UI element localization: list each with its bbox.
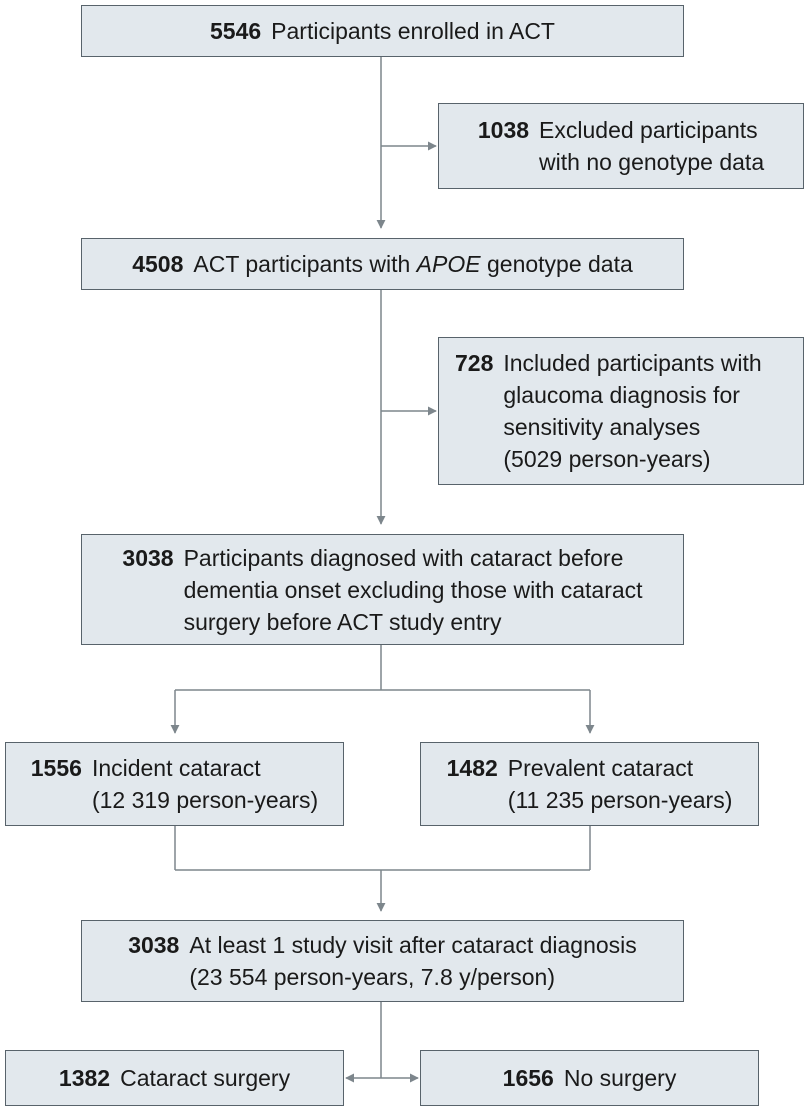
count: 1038 (477, 117, 530, 143)
box-text-line: sensitivity analyses (503, 414, 701, 440)
box-no-surgery: 1656 No surgery (420, 1050, 759, 1106)
box-incident: 1556 Incident cataract (12 319 person-ye… (5, 742, 344, 826)
box-text-line: Excluded participants (539, 117, 758, 143)
box-text-line: dementia onset excluding those with cata… (183, 576, 643, 603)
count: 3038 (128, 932, 180, 958)
count: 4508 (132, 251, 184, 277)
box-text-line: surgery before ACT study entry (183, 608, 502, 635)
box-apoe: 4508 ACT participants with APOE genotype… (81, 238, 684, 290)
box-text-line: Prevalent cataract (507, 755, 694, 781)
box-text-line: with no genotype data (539, 149, 765, 175)
box-enrolled: 5546 Participants enrolled in ACT (81, 5, 684, 57)
count: 728 (455, 350, 494, 376)
box-excluded: 1038 Excluded participants with no genot… (438, 103, 804, 189)
count: 1556 (30, 755, 82, 781)
box-diagnosed: 3038 Participants diagnosed with catarac… (81, 534, 684, 645)
box-text-line: At least 1 study visit after cataract di… (189, 932, 637, 958)
box-text-line: (11 235 person-years) (507, 787, 733, 813)
box-glaucoma: 728 Included participants with glaucoma … (438, 337, 804, 485)
box-text-line: Participants diagnosed with cataract bef… (183, 544, 624, 571)
count: 5546 (210, 18, 262, 44)
box-text-line: Incident cataract (91, 755, 261, 781)
count: 1656 (502, 1065, 554, 1091)
count: 1382 (58, 1065, 111, 1091)
box-text-line: (5029 person-years) (503, 446, 711, 472)
box-visit: 3038 At least 1 study visit after catara… (81, 920, 684, 1002)
box-cataract-surgery: 1382 Cataract surgery (5, 1050, 344, 1106)
count: 1482 (446, 755, 498, 781)
box-text-line: (23 554 person-years, 7.8 y/person) (189, 964, 556, 990)
box-text-line: Cataract surgery (120, 1065, 291, 1091)
box-text-line: glaucoma diagnosis for (503, 382, 740, 408)
box-prevalent: 1482 Prevalent cataract (11 235 person-y… (420, 742, 759, 826)
box-text-line: ACT participants with APOE genotype data (193, 251, 633, 277)
box-text-line: No surgery (563, 1065, 677, 1091)
box-text-line: Included participants with (503, 350, 762, 376)
box-text-line: Participants enrolled in ACT (271, 18, 555, 44)
box-text-line: (12 319 person-years) (91, 787, 319, 813)
gene-name: APOE (416, 251, 481, 277)
count: 3038 (122, 544, 174, 571)
